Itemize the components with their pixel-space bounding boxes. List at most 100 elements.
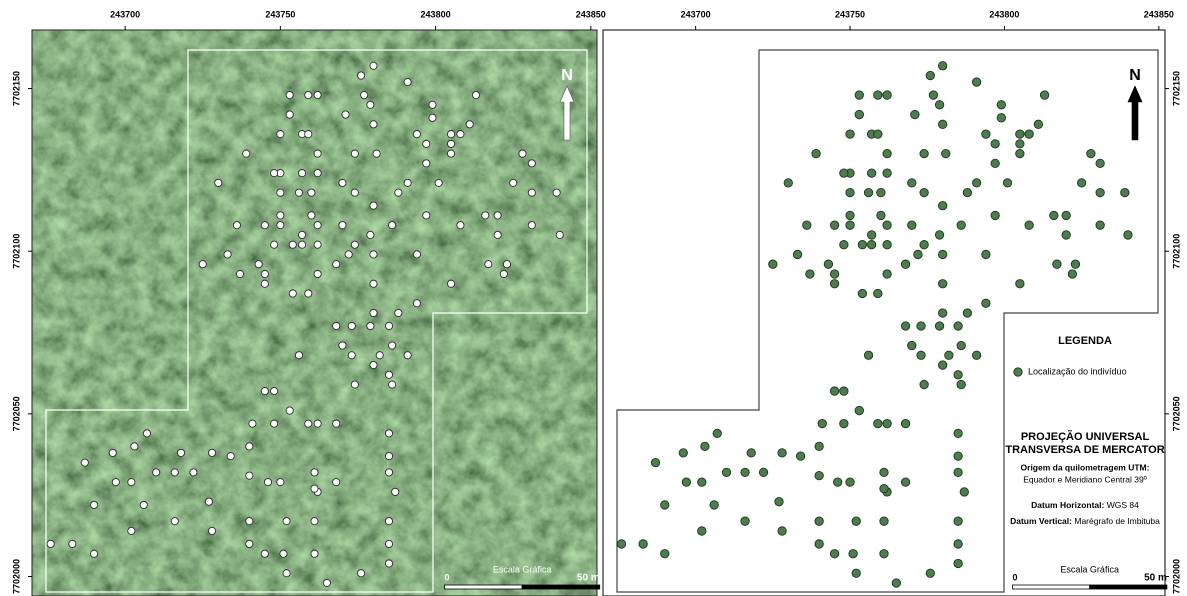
tree-location xyxy=(935,231,943,239)
tree-location xyxy=(1016,140,1024,148)
tree-location xyxy=(679,449,687,457)
tree-location xyxy=(1040,91,1048,99)
tree-location xyxy=(429,101,436,108)
tree-location xyxy=(370,251,377,258)
tree-location xyxy=(227,453,234,460)
tree-location xyxy=(846,478,854,486)
tree-location xyxy=(305,290,312,297)
tree-location xyxy=(283,570,290,577)
scale-segment xyxy=(522,585,600,589)
tree-location xyxy=(901,260,909,268)
tree-location xyxy=(698,527,706,535)
tree-location xyxy=(759,468,767,476)
tree-location xyxy=(852,517,860,525)
tree-location xyxy=(1068,270,1076,278)
tree-location xyxy=(308,189,315,196)
tree-location xyxy=(778,449,786,457)
tree-location xyxy=(830,280,838,288)
tree-location xyxy=(846,221,854,229)
tree-location xyxy=(864,188,872,196)
tree-location xyxy=(812,149,820,157)
tree-location xyxy=(314,170,321,177)
tree-location xyxy=(404,78,411,85)
tree-location xyxy=(385,560,392,567)
tree-location xyxy=(846,188,854,196)
tree-location xyxy=(741,517,749,525)
tree-location xyxy=(314,241,321,248)
tree-location xyxy=(277,189,284,196)
tree-location xyxy=(892,579,900,587)
tree-location xyxy=(815,517,823,525)
origin-label: Origem da quilometragem UTM: xyxy=(1021,462,1150,472)
tree-location xyxy=(858,240,866,248)
tree-location xyxy=(874,419,882,427)
tree-location xyxy=(423,140,430,147)
tree-location xyxy=(389,381,396,388)
tree-location xyxy=(69,540,76,547)
tree-location xyxy=(908,179,916,187)
tree-location xyxy=(208,449,215,456)
tree-location xyxy=(482,212,489,219)
tree-location xyxy=(385,469,392,476)
tree-location xyxy=(830,550,838,558)
tree-location xyxy=(815,442,823,450)
tree-location xyxy=(1096,159,1104,167)
tree-location xyxy=(236,270,243,277)
tree-location xyxy=(957,380,965,388)
legend-entry: Localização do indivíduo xyxy=(1028,366,1127,376)
tree-location xyxy=(90,550,97,557)
tree-location xyxy=(942,149,950,157)
tree-location xyxy=(370,280,377,287)
tree-location xyxy=(286,91,293,98)
tree-location xyxy=(954,559,962,567)
tree-location xyxy=(528,160,535,167)
tree-location xyxy=(815,540,823,548)
scale-title: Escala Gráfica xyxy=(493,564,552,574)
tree-location xyxy=(722,468,730,476)
tree-location xyxy=(333,322,340,329)
tree-location xyxy=(271,387,278,394)
tree-location xyxy=(963,309,971,317)
scale-segment xyxy=(1013,585,1090,589)
tree-location xyxy=(954,429,962,437)
legend-symbol xyxy=(1014,368,1022,376)
tree-location xyxy=(954,517,962,525)
tree-location xyxy=(877,211,885,219)
tree-location xyxy=(991,159,999,167)
tree-location xyxy=(883,240,891,248)
tree-location xyxy=(806,270,814,278)
tree-location xyxy=(713,429,721,437)
tree-location xyxy=(908,221,916,229)
tree-location xyxy=(385,430,392,437)
tree-location xyxy=(246,472,253,479)
tree-location xyxy=(367,231,374,238)
tree-location xyxy=(1053,260,1061,268)
tree-location xyxy=(1071,260,1079,268)
tree-location xyxy=(314,91,321,98)
tree-location xyxy=(982,250,990,258)
tree-location xyxy=(494,212,501,219)
tree-location xyxy=(367,322,374,329)
tree-location xyxy=(938,280,946,288)
datum-vertical: Datum Vertical: Marégrafo de Imbituba xyxy=(1010,516,1160,526)
tree-location xyxy=(954,452,962,460)
tree-location xyxy=(373,150,380,157)
tree-location xyxy=(793,250,801,258)
tree-location xyxy=(769,260,777,268)
tree-location xyxy=(651,458,659,466)
tree-location xyxy=(370,62,377,69)
tree-location xyxy=(389,342,396,349)
tree-location xyxy=(867,231,875,239)
tree-location xyxy=(357,570,364,577)
tree-location xyxy=(348,352,355,359)
tree-location xyxy=(385,453,392,460)
tree-location xyxy=(503,261,510,268)
tree-location xyxy=(283,518,290,525)
tree-location xyxy=(112,479,119,486)
tree-location xyxy=(883,149,891,157)
tree-location xyxy=(880,517,888,525)
scale-segment xyxy=(1090,585,1167,589)
tree-location xyxy=(784,179,792,187)
tree-location xyxy=(224,251,231,258)
tree-location xyxy=(840,419,848,427)
